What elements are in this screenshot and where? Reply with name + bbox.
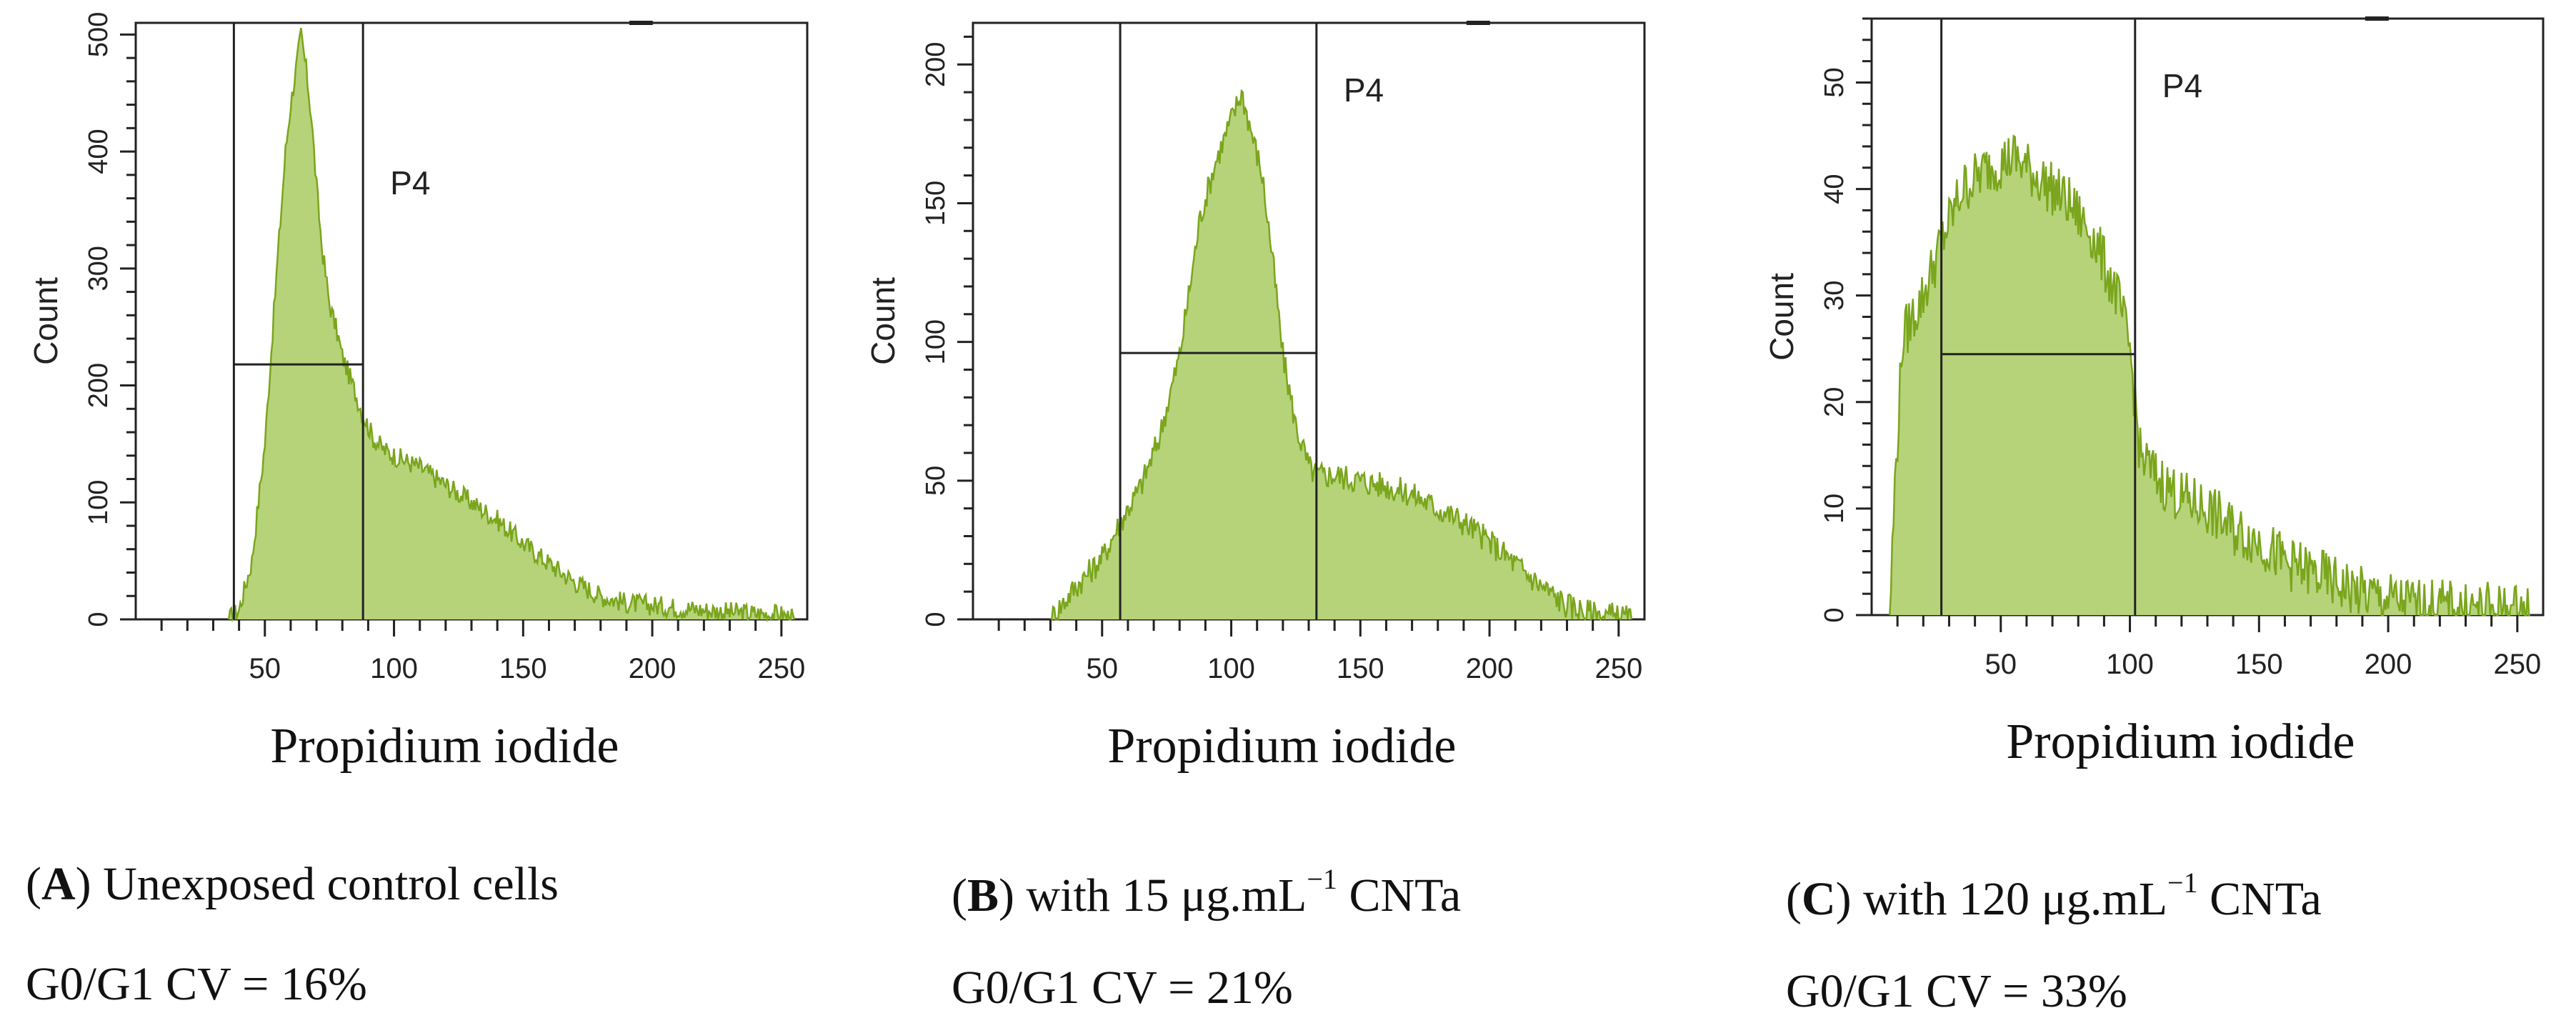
y-axis-title: Count [27, 277, 64, 365]
panel-c: P4 50 100 150 200 250 0 10 20 30 40 50 Count Propidiu… [1717, 0, 2576, 1033]
histogram-a: P4 50 100 150 200 250 0 100 200 300 400 500 Count Pro… [27, 12, 809, 774]
panel-letter: C [1801, 873, 1836, 925]
y-axis-title: Count [864, 277, 902, 365]
y-tick-label: 20 [1819, 387, 1849, 417]
y-tick-label: 400 [84, 129, 114, 174]
y-tick-label: 500 [84, 12, 114, 57]
x-axis-title: Propidium iodide [270, 719, 619, 774]
histogram-outline [1889, 134, 2530, 617]
histogram-outline [227, 27, 796, 623]
x-tick-label: 150 [1337, 653, 1384, 684]
panel-a: P4 50 100 150 200 250 0 100 200 300 400 500 Count Pro… [0, 0, 859, 1033]
x-tick-label: 50 [1985, 649, 2017, 680]
y-tick-label: 100 [921, 319, 951, 364]
caption-text: with 120 μg.mL [1851, 873, 2168, 925]
y-tick-label: 10 [1819, 494, 1849, 524]
panel-b-caption: (B) with 15 μg.mL−1 CNTa [952, 863, 1462, 922]
histogram-b: P4 50 100 150 200 250 0 50 100 150 200 Count Propidi… [864, 21, 1646, 774]
y-tick-label: 0 [921, 612, 951, 627]
panel-b: P4 50 100 150 200 250 0 50 100 150 200 Count Propidi… [859, 0, 1717, 1033]
x-axis-title: Propidium iodide [1107, 719, 1456, 774]
gate-label: P4 [390, 164, 430, 201]
caption-text: with 15 μg.mL [1014, 869, 1307, 922]
histogram-fill [1050, 91, 1632, 620]
x-tick-label: 150 [499, 653, 547, 684]
y-tick-label: 300 [84, 246, 114, 291]
panel-letter: A [41, 858, 76, 910]
y-tick-label: 50 [1819, 67, 1849, 97]
x-tick-label: 100 [1207, 653, 1255, 684]
histogram-fill [229, 28, 794, 619]
x-tick-label: 150 [2235, 649, 2283, 680]
x-tick-label: 100 [370, 653, 418, 684]
gate-label: P4 [1344, 71, 1384, 109]
x-tick-label: 200 [2365, 649, 2412, 680]
panel-a-caption: (A) Unexposed control cells [26, 858, 559, 910]
histogram-fill [1889, 136, 2530, 615]
x-tick-label: 200 [629, 653, 677, 684]
y-tick-label: 200 [921, 42, 951, 87]
panel-letter: B [967, 869, 999, 922]
gate-label: P4 [2162, 67, 2202, 104]
y-tick-label: 100 [84, 480, 114, 525]
y-tick-label: 150 [921, 181, 951, 226]
y-tick-label: 200 [84, 363, 114, 408]
x-tick-label: 100 [2106, 649, 2154, 680]
caption-tail: CNTa [1337, 869, 1462, 922]
x-axis-title: Propidium iodide [2006, 714, 2355, 769]
x-tick-label: 250 [757, 653, 805, 684]
caption-text: Unexposed control cells [91, 858, 559, 910]
y-tick-label: 0 [84, 612, 114, 627]
panel-c-caption: (C) with 120 μg.mL−1 CNTa [1786, 867, 2322, 925]
panel-c-cv: G0/G1 CV = 33% [1786, 965, 2127, 1017]
y-tick-label: 0 [1819, 607, 1849, 622]
x-tick-label: 200 [1466, 653, 1514, 684]
y-tick-label: 40 [1819, 174, 1849, 204]
caption-superscript: −1 [2167, 867, 2198, 899]
x-tick-label: 50 [1087, 653, 1119, 684]
y-tick-label: 30 [1819, 281, 1849, 311]
x-tick-label: 50 [249, 653, 281, 684]
panel-b-cv: G0/G1 CV = 21% [952, 962, 1293, 1014]
histogram-outline [1050, 89, 1633, 622]
x-tick-label: 250 [2493, 649, 2541, 680]
caption-superscript: −1 [1307, 863, 1337, 895]
histogram-c: P4 50 100 150 200 250 0 10 20 30 40 50 Count Propidiu… [1763, 16, 2545, 769]
x-tick-label: 250 [1594, 653, 1642, 684]
caption-tail: CNTa [2197, 873, 2322, 925]
y-tick-label: 50 [921, 466, 951, 496]
y-axis-title: Count [1763, 273, 1800, 361]
panel-a-cv: G0/G1 CV = 16% [26, 958, 367, 1010]
